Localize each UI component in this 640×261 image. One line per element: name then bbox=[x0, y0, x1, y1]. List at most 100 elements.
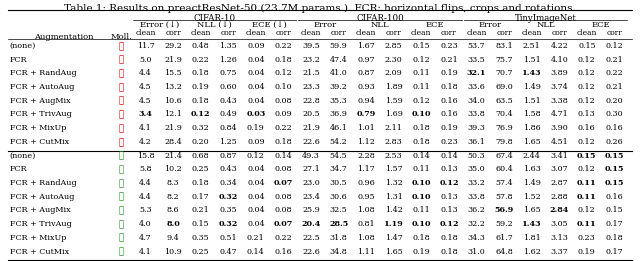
Text: 64.8: 64.8 bbox=[495, 247, 513, 256]
Text: 0.15: 0.15 bbox=[192, 220, 209, 228]
Text: 23.3: 23.3 bbox=[302, 83, 320, 91]
Text: 0.04: 0.04 bbox=[247, 56, 265, 64]
Text: 0.30: 0.30 bbox=[605, 110, 623, 118]
Text: 0.16: 0.16 bbox=[578, 124, 596, 132]
Text: 9.4: 9.4 bbox=[167, 234, 179, 242]
Text: 33.2: 33.2 bbox=[468, 179, 486, 187]
Text: clean: clean bbox=[135, 29, 156, 37]
Text: 54.5: 54.5 bbox=[330, 152, 348, 159]
Text: clean: clean bbox=[467, 29, 487, 37]
Text: 4.10: 4.10 bbox=[550, 56, 568, 64]
Text: 4.1: 4.1 bbox=[139, 124, 152, 132]
Text: 0.15: 0.15 bbox=[578, 42, 596, 50]
Text: 0.34: 0.34 bbox=[220, 179, 237, 187]
Text: 0.17: 0.17 bbox=[192, 193, 209, 201]
Text: 3.13: 3.13 bbox=[550, 234, 568, 242]
Text: 0.08: 0.08 bbox=[275, 97, 292, 105]
Text: 0.12: 0.12 bbox=[439, 220, 459, 228]
Text: 32.1: 32.1 bbox=[467, 69, 486, 78]
Text: 0.12: 0.12 bbox=[578, 138, 596, 146]
Text: 3.38: 3.38 bbox=[550, 97, 568, 105]
Text: 0.21: 0.21 bbox=[605, 56, 623, 64]
Text: 56.9: 56.9 bbox=[495, 206, 514, 214]
Text: corr: corr bbox=[552, 29, 567, 37]
Text: 0.10: 0.10 bbox=[412, 179, 431, 187]
Text: 0.11: 0.11 bbox=[413, 69, 430, 78]
Text: 0.15: 0.15 bbox=[605, 179, 624, 187]
Text: 0.75: 0.75 bbox=[220, 69, 237, 78]
Text: Error (↓): Error (↓) bbox=[140, 21, 179, 29]
Text: FCR + TrivAug: FCR + TrivAug bbox=[10, 220, 72, 228]
Text: 0.68: 0.68 bbox=[192, 152, 209, 159]
Text: 15.5: 15.5 bbox=[164, 69, 182, 78]
Text: FCR + CutMix: FCR + CutMix bbox=[10, 138, 69, 146]
Text: 2.53: 2.53 bbox=[385, 152, 403, 159]
Text: 30.6: 30.6 bbox=[330, 193, 348, 201]
Text: ✓: ✓ bbox=[118, 247, 124, 257]
Text: corr: corr bbox=[276, 29, 291, 37]
Text: 21.9: 21.9 bbox=[164, 124, 182, 132]
Text: 1.49: 1.49 bbox=[523, 179, 541, 187]
Text: 47.4: 47.4 bbox=[330, 56, 348, 64]
Text: 41.0: 41.0 bbox=[330, 69, 348, 78]
Text: 0.48: 0.48 bbox=[192, 42, 209, 50]
Text: 32.2: 32.2 bbox=[468, 220, 486, 228]
Text: 0.16: 0.16 bbox=[275, 247, 292, 256]
Text: Augmentation: Augmentation bbox=[34, 33, 93, 41]
Text: 30.5: 30.5 bbox=[330, 179, 348, 187]
Text: 0.18: 0.18 bbox=[413, 138, 430, 146]
Text: 0.07: 0.07 bbox=[274, 220, 293, 228]
Text: 36.2: 36.2 bbox=[468, 206, 486, 214]
Text: 0.97: 0.97 bbox=[357, 56, 375, 64]
Text: 3.37: 3.37 bbox=[550, 247, 568, 256]
Text: 2.87: 2.87 bbox=[550, 179, 568, 187]
Text: 1.63: 1.63 bbox=[523, 165, 541, 173]
Text: 0.12: 0.12 bbox=[191, 110, 211, 118]
Text: 0.47: 0.47 bbox=[220, 247, 237, 256]
Text: 0.21: 0.21 bbox=[605, 83, 623, 91]
Text: 0.12: 0.12 bbox=[578, 165, 596, 173]
Text: 4.2: 4.2 bbox=[139, 138, 152, 146]
Text: 0.11: 0.11 bbox=[577, 193, 596, 201]
Text: FCR + CutMix: FCR + CutMix bbox=[10, 247, 69, 256]
Text: 0.14: 0.14 bbox=[440, 152, 458, 159]
Text: 1.49: 1.49 bbox=[523, 83, 541, 91]
Text: 0.18: 0.18 bbox=[440, 234, 458, 242]
Text: 0.04: 0.04 bbox=[247, 97, 265, 105]
Text: 1.57: 1.57 bbox=[385, 165, 403, 173]
Text: clean: clean bbox=[522, 29, 542, 37]
Text: 3.05: 3.05 bbox=[550, 220, 568, 228]
Text: 0.17: 0.17 bbox=[605, 247, 623, 256]
Text: 76.9: 76.9 bbox=[495, 124, 513, 132]
Text: 0.16: 0.16 bbox=[440, 97, 458, 105]
Text: 33.8: 33.8 bbox=[468, 193, 485, 201]
Text: 0.15: 0.15 bbox=[605, 206, 623, 214]
Text: 1.08: 1.08 bbox=[357, 234, 375, 242]
Text: 70.7: 70.7 bbox=[495, 69, 513, 78]
Text: 0.12: 0.12 bbox=[578, 206, 596, 214]
Text: 36.9: 36.9 bbox=[330, 110, 348, 118]
Text: 10.6: 10.6 bbox=[164, 97, 182, 105]
Text: 5.3: 5.3 bbox=[140, 206, 152, 214]
Text: 0.18: 0.18 bbox=[413, 124, 430, 132]
Text: ECE (↓): ECE (↓) bbox=[252, 21, 287, 29]
Text: 1.32: 1.32 bbox=[385, 179, 403, 187]
Text: 0.17: 0.17 bbox=[605, 220, 623, 228]
Text: 2.85: 2.85 bbox=[385, 42, 403, 50]
Text: NLL: NLL bbox=[371, 21, 389, 29]
Text: 34.0: 34.0 bbox=[468, 97, 485, 105]
Text: 32.5: 32.5 bbox=[330, 206, 348, 214]
Text: 4.4: 4.4 bbox=[139, 193, 152, 201]
Text: 0.18: 0.18 bbox=[192, 97, 209, 105]
Text: 1.59: 1.59 bbox=[385, 97, 403, 105]
Text: FCR: FCR bbox=[10, 56, 28, 64]
Text: 75.7: 75.7 bbox=[495, 56, 513, 64]
Text: 0.94: 0.94 bbox=[357, 97, 375, 105]
Text: 0.15: 0.15 bbox=[605, 152, 624, 159]
Text: 0.23: 0.23 bbox=[578, 234, 596, 242]
Text: 4.4: 4.4 bbox=[139, 69, 152, 78]
Text: 0.81: 0.81 bbox=[357, 220, 375, 228]
Text: 1.51: 1.51 bbox=[523, 97, 541, 105]
Text: clean: clean bbox=[191, 29, 211, 37]
Text: 10.9: 10.9 bbox=[164, 247, 182, 256]
